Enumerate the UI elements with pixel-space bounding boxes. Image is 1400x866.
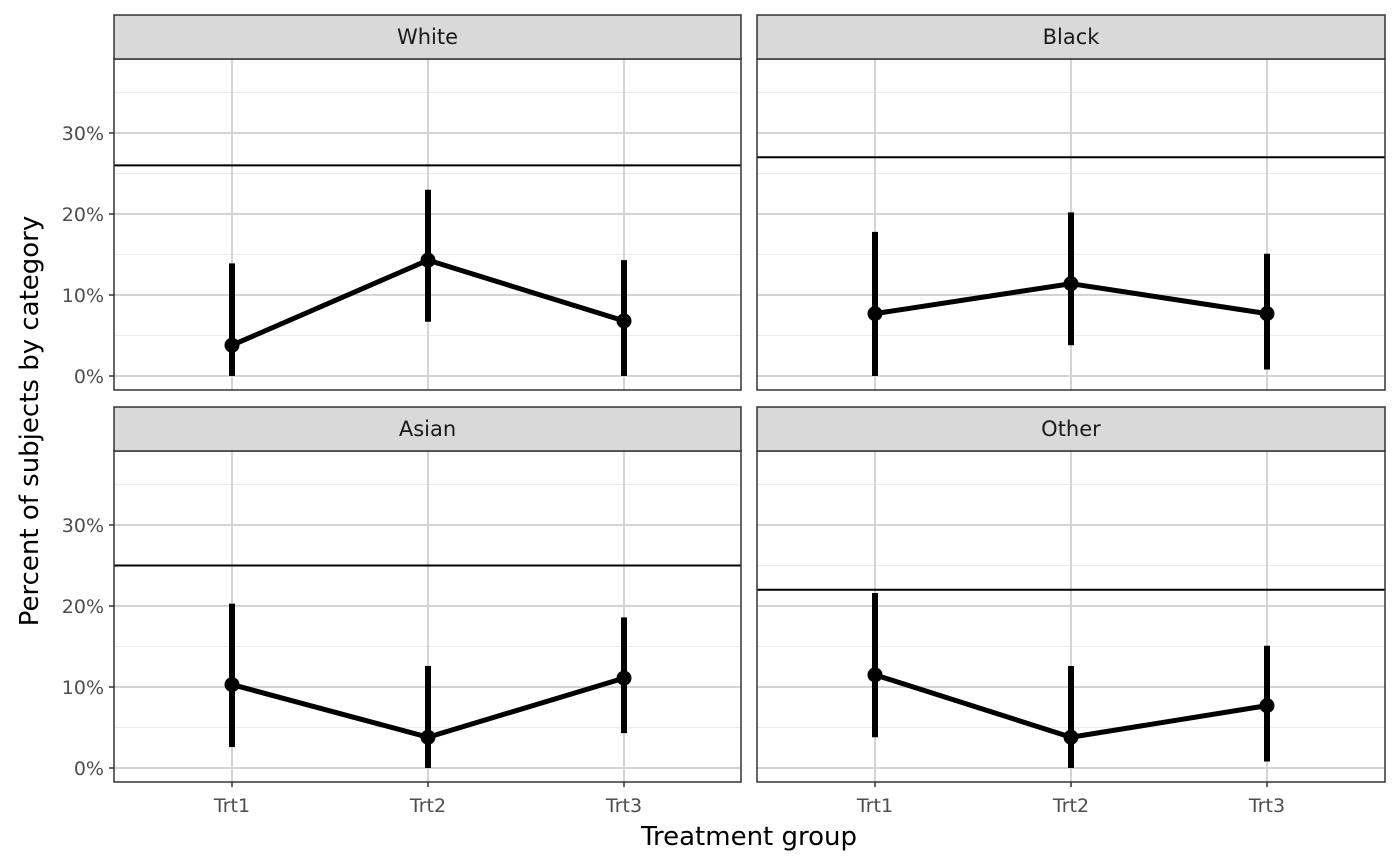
data-point [420, 252, 436, 268]
facet-strip [756, 406, 1386, 452]
y-axis-title: Percent of subjects by category [15, 216, 45, 627]
facet-strip-label: White [397, 25, 458, 49]
facet-panel-black: Black [756, 14, 1386, 391]
y-tick-label: 20% [62, 204, 104, 226]
x-tick-label: Trt1 [213, 795, 250, 817]
x-axis-title: Treatment group [640, 822, 857, 852]
facet-panel-white: White 0% 10% 20% 30% [62, 14, 742, 391]
data-point [1063, 729, 1079, 745]
y-tick-label: 20% [62, 596, 104, 618]
facet-strip [113, 14, 742, 60]
facet-strip [113, 406, 742, 452]
x-tick-label: Trt3 [1248, 795, 1285, 817]
x-tick-label: Trt3 [605, 795, 642, 817]
x-tick-label: Trt2 [409, 795, 446, 817]
facet-strip-label: Asian [399, 417, 456, 441]
facet-strip-label: Other [1041, 417, 1101, 441]
y-tick-label: 30% [62, 515, 104, 537]
y-tick-label: 0% [74, 366, 104, 388]
data-point [867, 306, 883, 322]
facet-strip-label: Black [1043, 25, 1101, 49]
data-point [1063, 276, 1079, 292]
y-tick-label: 10% [62, 285, 104, 307]
x-tick-label: Trt2 [1052, 795, 1089, 817]
x-tick-label: Trt1 [856, 795, 893, 817]
data-point [1259, 698, 1275, 714]
data-point [224, 677, 240, 693]
facet-panel-other: Other Trt1 Trt2 Trt3 [756, 406, 1386, 817]
facet-panel-asian: Asian 0% 10% 20% 30% Trt1 Trt2 Trt3 [62, 406, 742, 817]
facet-strip [756, 14, 1386, 60]
data-point [616, 670, 632, 686]
y-tick-label: 0% [74, 758, 104, 780]
data-point [420, 729, 436, 745]
data-point [224, 337, 240, 353]
data-point [616, 313, 632, 329]
facet-panels: White 0% 10% 20% 30% Black Asian 0% 10% 20% 30% Trt… [62, 14, 1386, 817]
y-tick-label: 10% [62, 677, 104, 699]
data-point [1259, 306, 1275, 322]
y-tick-label: 30% [62, 123, 104, 145]
data-point [867, 667, 883, 683]
